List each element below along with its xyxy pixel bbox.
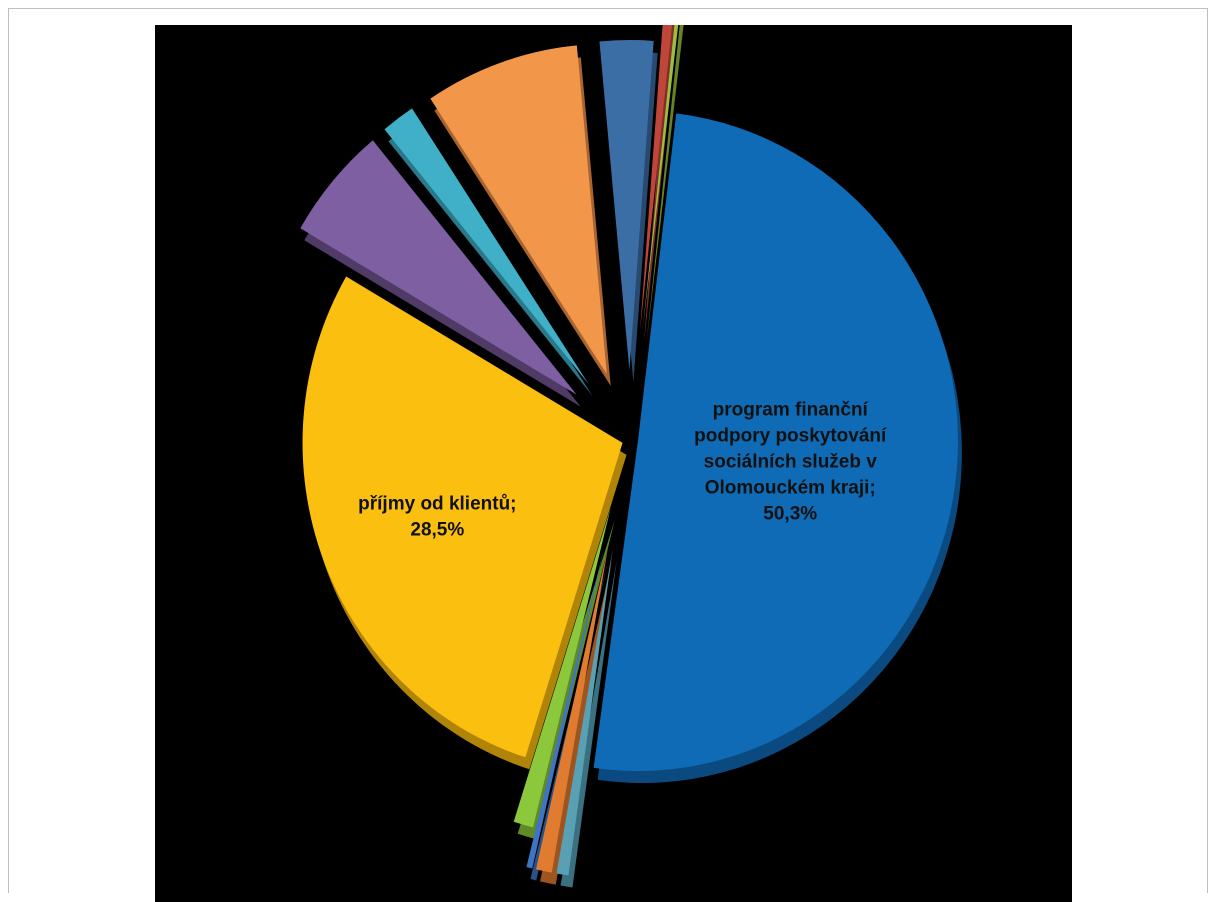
slice-label-klienti: příjmy od klientů; 28,5%	[358, 493, 516, 540]
pie-slice-s7	[300, 140, 577, 395]
pie-chart: program finanční podpory poskytování sociá…	[300, 25, 962, 888]
slice-label-program: program finanční podpory poskytování sociá…	[694, 399, 887, 524]
pie-slice-s10	[599, 40, 654, 371]
pie-slice-s9	[430, 45, 607, 374]
chart-frame: program finanční podpory poskytování sociá…	[8, 8, 1208, 902]
pie-slice-klienti	[302, 276, 623, 758]
pie-slice-s11	[640, 25, 673, 331]
pie-slice-s3	[536, 547, 608, 873]
pie-slice-s4	[526, 546, 605, 869]
pie-slice-program	[593, 113, 958, 772]
pie-slice-s2	[556, 548, 613, 876]
pie-slice-s5	[513, 507, 611, 828]
pie-slice-depth-s11	[644, 25, 678, 343]
pie-chart-area: program finanční podpory poskytování sociá…	[155, 25, 1072, 902]
pie-slice-s8	[384, 108, 589, 384]
